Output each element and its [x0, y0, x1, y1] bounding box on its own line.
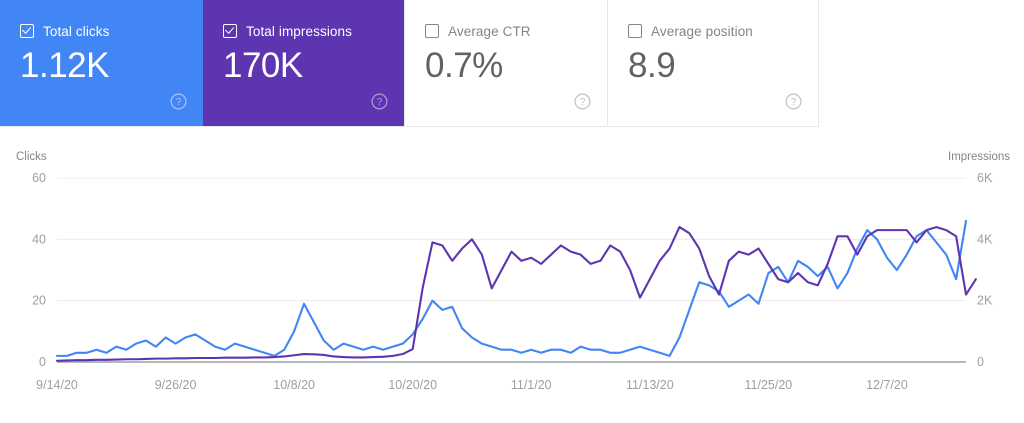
- y-axis-left-tick-label: 20: [32, 294, 46, 308]
- svg-text:?: ?: [791, 97, 797, 108]
- metric-tile-header: Average position: [628, 22, 818, 40]
- svg-text:?: ?: [176, 97, 182, 108]
- svg-text:?: ?: [580, 97, 586, 108]
- svg-text:?: ?: [377, 97, 383, 108]
- total-clicks-label: Total clicks: [43, 23, 110, 39]
- x-axis-tick-label: 12/7/20: [866, 378, 908, 392]
- series-line-clicks: [55, 219, 968, 357]
- y-axis-left-ticks: 0 20 40 60: [32, 171, 46, 369]
- metrics-tile-row: Total clicks 1.12K ? Total impressions 1…: [0, 0, 819, 127]
- help-icon[interactable]: ?: [371, 93, 388, 110]
- y-axis-right-tick-label: 6K: [977, 171, 993, 185]
- x-axis-tick-label: 9/26/20: [155, 378, 197, 392]
- average-position-label: Average position: [651, 23, 753, 39]
- metric-tile-total-clicks[interactable]: Total clicks 1.12K ?: [0, 0, 203, 126]
- total-impressions-label: Total impressions: [246, 23, 352, 39]
- y-axis-left-tick-label: 60: [32, 171, 46, 185]
- y-axis-left-tick-label: 0: [39, 355, 46, 369]
- help-icon[interactable]: ?: [170, 93, 187, 110]
- x-axis-tick-label: 11/25/20: [745, 378, 793, 392]
- performance-chart[interactable]: Clicks Impressions 0 20 40 60 0 2K 4K 6K 9/14/…: [0, 127, 1024, 423]
- average-ctr-checkbox[interactable]: [425, 24, 439, 38]
- y-axis-right-ticks: 0 2K 4K 6K: [977, 171, 993, 369]
- x-axis-tick-label: 11/13/20: [626, 378, 674, 392]
- metric-tile-total-impressions[interactable]: Total impressions 170K ?: [203, 0, 404, 126]
- average-position-value: 8.9: [628, 46, 676, 85]
- y-axis-right-tick-label: 4K: [977, 232, 993, 246]
- average-position-checkbox[interactable]: [628, 24, 642, 38]
- help-icon[interactable]: ?: [785, 93, 802, 110]
- y-axis-left-tick-label: 40: [32, 232, 46, 246]
- metric-tile-header: Total impressions: [223, 22, 404, 40]
- chart-canvas: 0 20 40 60 0 2K 4K 6K 9/14/20 9/26/20 10/8/20 10/…: [32, 171, 993, 392]
- x-axis-ticks: 9/14/20 9/26/20 10/8/20 10/20/20 11/1/20 11/1…: [36, 378, 908, 392]
- total-impressions-value: 170K: [223, 46, 303, 85]
- average-ctr-label: Average CTR: [448, 23, 531, 39]
- metric-tile-header: Total clicks: [20, 22, 203, 40]
- total-clicks-checkbox[interactable]: [20, 24, 34, 38]
- total-impressions-checkbox[interactable]: [223, 24, 237, 38]
- x-axis-tick-label: 11/1/20: [511, 378, 552, 392]
- metric-tile-header: Average CTR: [425, 22, 607, 40]
- series-line-impressions: [55, 226, 977, 362]
- y-axis-right-tick-label: 0: [977, 355, 984, 369]
- impressions-axis-title: Impressions: [948, 151, 1010, 163]
- x-axis-tick-label: 10/20/20: [388, 378, 437, 392]
- metric-tile-average-ctr[interactable]: Average CTR 0.7% ?: [404, 0, 607, 126]
- series-lines: [55, 219, 977, 362]
- help-icon[interactable]: ?: [574, 93, 591, 110]
- y-axis-right-tick-label: 2K: [977, 294, 993, 308]
- x-axis-tick-label: 10/8/20: [273, 378, 315, 392]
- average-ctr-value: 0.7%: [425, 46, 503, 85]
- metric-tile-average-position[interactable]: Average position 8.9 ?: [607, 0, 818, 126]
- clicks-axis-title: Clicks: [16, 151, 47, 163]
- x-axis-tick-label: 9/14/20: [36, 378, 78, 392]
- gridlines: [57, 177, 966, 363]
- total-clicks-value: 1.12K: [20, 46, 109, 85]
